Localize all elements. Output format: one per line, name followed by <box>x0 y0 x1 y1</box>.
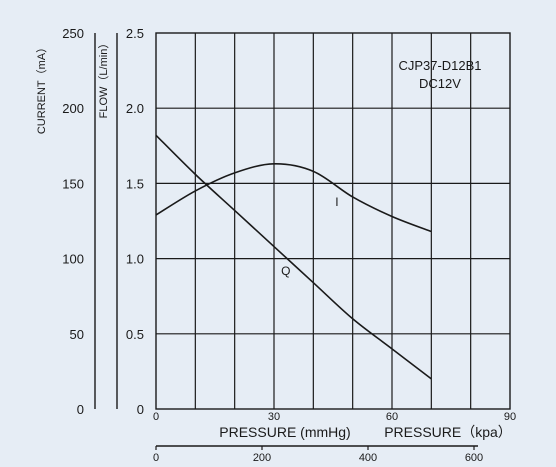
y-axis-label-flow: FLOW（L/min） <box>97 38 110 119</box>
series-point-q <box>155 134 157 136</box>
series-point-i <box>352 196 354 198</box>
series-point-i <box>391 216 393 218</box>
series-point-q <box>195 174 197 176</box>
series-point-q <box>313 282 315 284</box>
series-point-q <box>234 210 236 212</box>
series-line-q <box>155 134 432 380</box>
series-point-i <box>313 171 315 173</box>
series-point-i <box>195 190 197 192</box>
flow-tick-label: 1.5 <box>126 176 144 191</box>
pressure-kpa-tick-label: 0 <box>153 452 159 462</box>
series-point-q <box>431 378 433 380</box>
flow-tick-label: 1.0 <box>126 252 144 267</box>
flow-tick-label: 2.0 <box>126 101 144 116</box>
series-label-q: Q <box>281 264 290 278</box>
series-point-i <box>234 172 236 174</box>
current-tick-label: 250 <box>62 26 84 41</box>
flow-tick-label: 2.5 <box>126 26 144 41</box>
pressure-kpa-tick-label: 400 <box>359 452 377 462</box>
tick-labels: 0 50 100 150 200 250 0 0.5 1.0 1.5 2.0 2.5 0 30 60 90 0 2… <box>62 26 516 464</box>
pressure-mmhg-tick-label: 60 <box>386 411 398 423</box>
y-axis-label-current: CURRENT（mA） <box>35 42 48 134</box>
flow-tick-label: 0.5 <box>126 327 144 342</box>
series-point-i <box>273 163 275 165</box>
current-tick-label: 200 <box>62 101 84 116</box>
voltage-annotation: DC12V <box>419 76 461 91</box>
grid <box>155 32 511 410</box>
series-point-q <box>391 348 393 350</box>
pressure-mmhg-tick-label: 30 <box>268 411 280 423</box>
series: QI <box>155 134 433 380</box>
series-point-q <box>352 318 354 320</box>
series-point-i <box>431 231 433 233</box>
current-tick-label: 50 <box>70 327 84 342</box>
x-axis-label-mmhg: PRESSURE (mmHg) <box>219 424 350 440</box>
current-tick-label: 150 <box>62 176 84 191</box>
series-label-i: I <box>335 195 338 209</box>
current-tick-label: 0 <box>77 402 84 417</box>
current-tick-label: 100 <box>62 252 84 267</box>
flow-tick-label: 0 <box>137 402 144 417</box>
series-point-q <box>273 246 275 248</box>
model-annotation: CJP37-D12B1 <box>398 58 481 73</box>
x-axis-label-kpa: PRESSURE（kpa） <box>384 424 512 440</box>
pressure-kpa-tick-label: 600 <box>465 452 483 462</box>
pressure-kpa-tick-label: 200 <box>253 452 271 462</box>
pressure-mmhg-tick-label: 90 <box>504 411 516 423</box>
axes <box>94 33 478 450</box>
series-line-i <box>155 163 432 233</box>
pressure-mmhg-tick-label: 0 <box>153 411 159 423</box>
series-point-i <box>155 214 157 216</box>
plot-frame <box>155 32 511 410</box>
